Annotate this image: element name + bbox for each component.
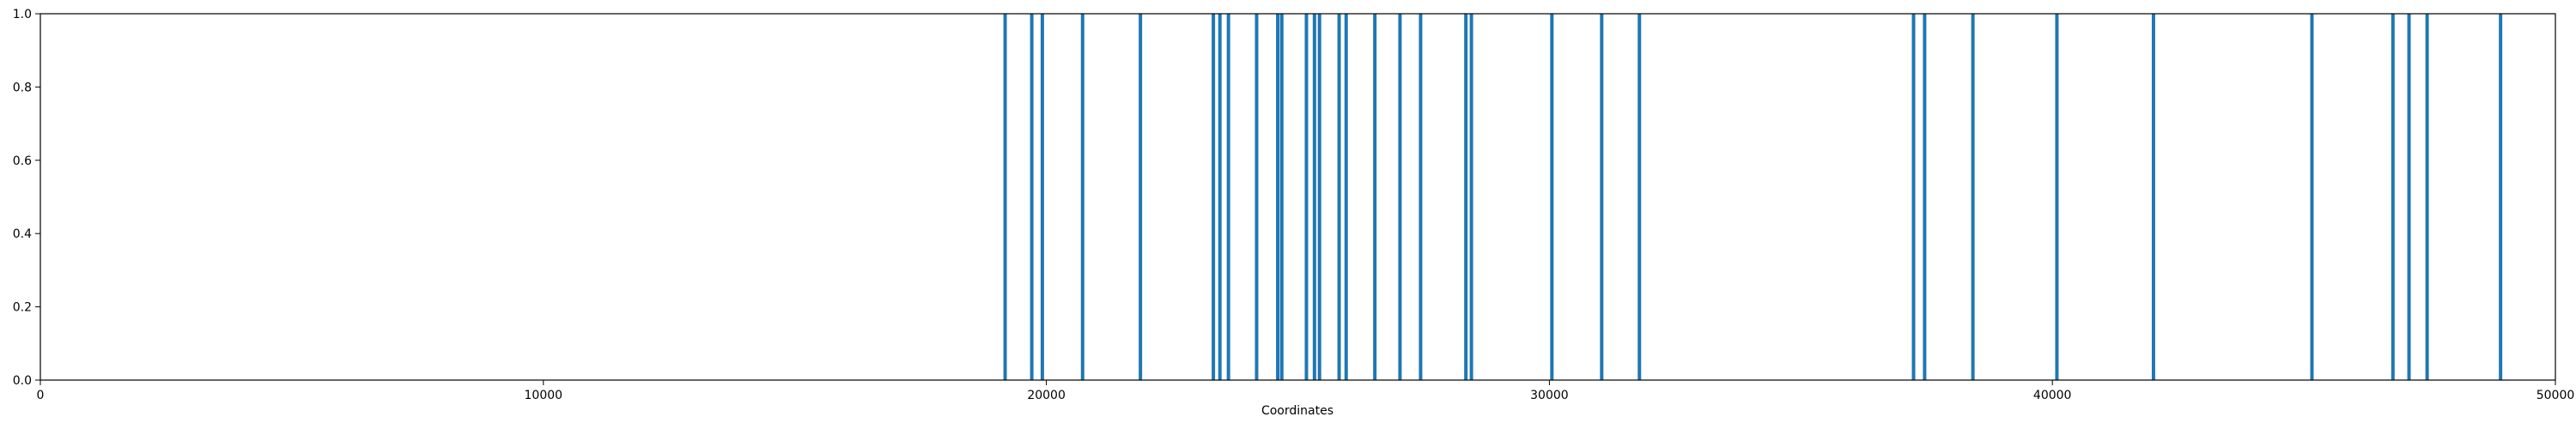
x-tick-label: 20000 xyxy=(1027,389,1066,402)
bar xyxy=(1080,14,1084,380)
y-tick-label: 0.4 xyxy=(13,227,32,241)
bar xyxy=(2425,14,2429,380)
bar xyxy=(2055,14,2059,380)
bar xyxy=(2499,14,2503,380)
bar xyxy=(1030,14,1034,380)
bar xyxy=(1464,14,1468,380)
bar xyxy=(1469,14,1473,380)
bar xyxy=(1040,14,1044,380)
bar xyxy=(1637,14,1642,380)
bar xyxy=(1923,14,1927,380)
x-tick-label: 10000 xyxy=(525,389,563,402)
bar xyxy=(1373,14,1377,380)
bar xyxy=(1600,14,1604,380)
y-tick-label: 0.2 xyxy=(13,301,32,315)
bar xyxy=(1255,14,1259,380)
bar xyxy=(2407,14,2411,380)
bar xyxy=(1344,14,1348,380)
bar xyxy=(1911,14,1916,380)
bar xyxy=(1312,14,1316,380)
y-tick-label: 0.6 xyxy=(13,154,32,168)
y-tick-label: 0.8 xyxy=(13,81,32,94)
bar-series xyxy=(1003,14,2503,380)
bar xyxy=(2151,14,2155,380)
bar xyxy=(1279,14,1284,380)
bar xyxy=(1337,14,1341,380)
bar xyxy=(1218,14,1222,380)
x-tick-label: 50000 xyxy=(2537,389,2575,402)
bar xyxy=(1226,14,1230,380)
bar xyxy=(1003,14,1007,380)
bar xyxy=(1398,14,1402,380)
bar xyxy=(1304,14,1309,380)
x-axis-label: Coordinates xyxy=(1261,404,1334,418)
plot-frame xyxy=(39,13,2556,381)
bar xyxy=(1550,14,1554,380)
x-axis: 0 10000 20000 30000 40000 50000 xyxy=(37,380,2575,402)
bar xyxy=(1317,14,1321,380)
y-axis: 0.0 0.2 0.4 0.6 0.8 1.0 xyxy=(13,8,40,388)
bar xyxy=(1212,14,1216,380)
bar xyxy=(1276,14,1280,380)
x-tick-label: 40000 xyxy=(2033,389,2072,402)
x-tick-label: 0 xyxy=(37,389,45,402)
bar xyxy=(1971,14,1975,380)
y-tick-label: 1.0 xyxy=(13,8,32,21)
bar xyxy=(1139,14,1143,380)
x-tick-label: 30000 xyxy=(1530,389,1569,402)
bar xyxy=(2310,14,2314,380)
y-tick-label: 0.0 xyxy=(13,374,32,388)
plot-area xyxy=(40,14,2555,380)
bar xyxy=(2391,14,2395,380)
bar xyxy=(1419,14,1423,380)
